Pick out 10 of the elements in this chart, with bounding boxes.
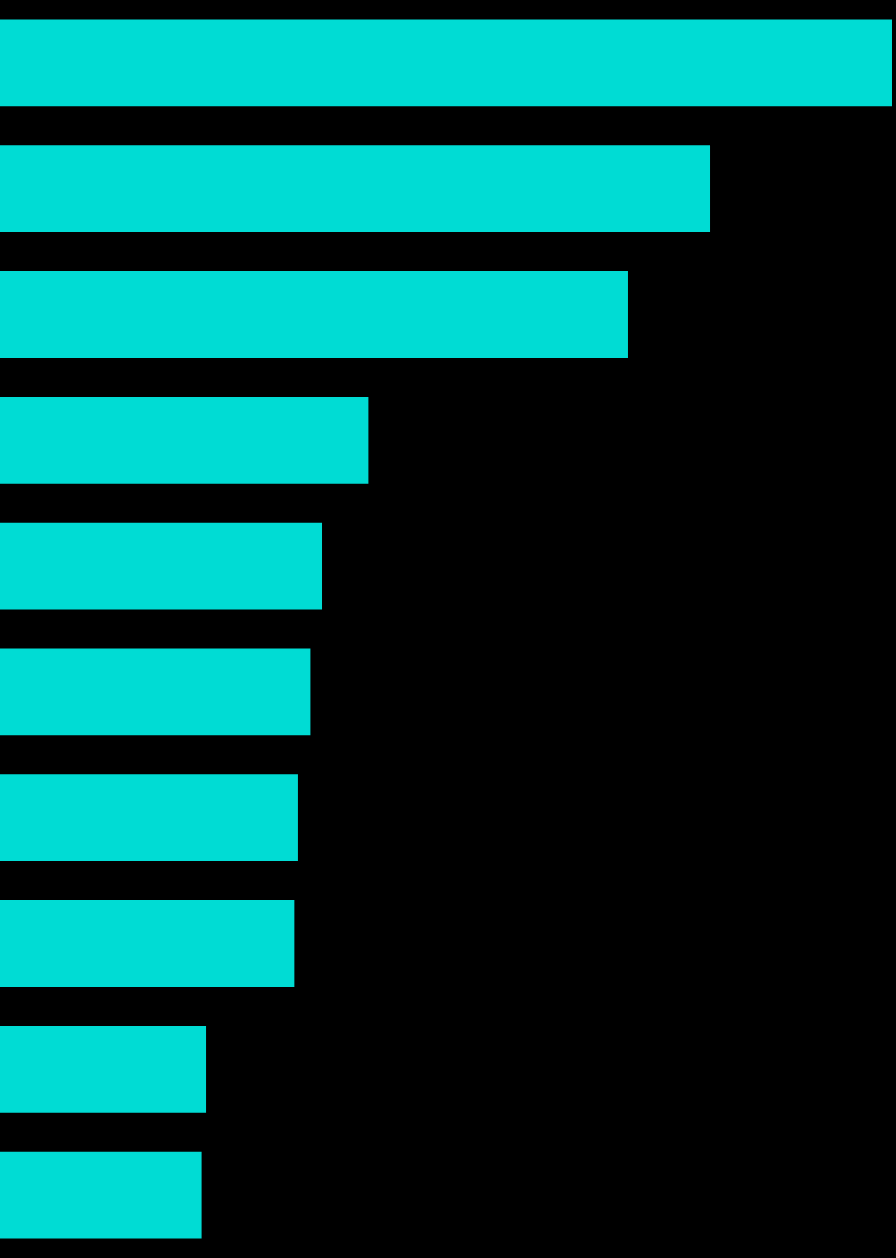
bar [0, 271, 628, 358]
bar [0, 1151, 202, 1239]
bar [0, 19, 892, 107]
bar [0, 774, 298, 862]
bar [0, 900, 295, 987]
bar [0, 396, 369, 484]
bar [0, 522, 323, 610]
bar [0, 1025, 207, 1113]
bar [0, 145, 711, 233]
bar [0, 648, 311, 736]
